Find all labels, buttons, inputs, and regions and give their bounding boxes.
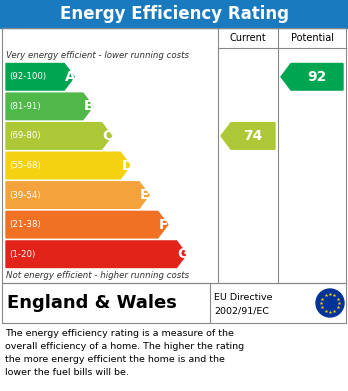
- Text: D: D: [121, 158, 133, 172]
- Text: F: F: [159, 218, 168, 231]
- Text: (81-91): (81-91): [9, 102, 41, 111]
- Circle shape: [316, 289, 344, 317]
- Text: (69-80): (69-80): [9, 131, 41, 140]
- Text: (1-20): (1-20): [9, 250, 35, 259]
- Text: (92-100): (92-100): [9, 72, 46, 81]
- Bar: [2, 28, 346, 283]
- Text: Potential: Potential: [291, 33, 333, 43]
- Bar: [0, 0, 348, 28]
- Bar: [2, 283, 346, 323]
- Text: Not energy efficient - higher running costs: Not energy efficient - higher running co…: [6, 271, 189, 280]
- Text: Very energy efficient - lower running costs: Very energy efficient - lower running co…: [6, 50, 189, 59]
- Text: 92: 92: [307, 70, 327, 84]
- Polygon shape: [6, 152, 130, 179]
- Text: 2002/91/EC: 2002/91/EC: [214, 307, 269, 316]
- Polygon shape: [6, 123, 112, 149]
- Text: (39-54): (39-54): [9, 190, 41, 199]
- Text: A: A: [65, 70, 76, 84]
- Text: (55-68): (55-68): [9, 161, 41, 170]
- Text: B: B: [84, 99, 95, 113]
- Text: 74: 74: [243, 129, 263, 143]
- Text: The energy efficiency rating is a measure of the
overall efficiency of a home. T: The energy efficiency rating is a measur…: [5, 329, 244, 377]
- Text: England & Wales: England & Wales: [7, 294, 177, 312]
- Polygon shape: [281, 63, 343, 90]
- Text: (21-38): (21-38): [9, 220, 41, 229]
- Polygon shape: [6, 93, 93, 120]
- Text: EU Directive: EU Directive: [214, 292, 272, 301]
- Text: G: G: [177, 247, 189, 261]
- Polygon shape: [6, 63, 74, 90]
- Text: Current: Current: [230, 33, 266, 43]
- Text: C: C: [103, 129, 113, 143]
- Text: E: E: [140, 188, 150, 202]
- Polygon shape: [6, 182, 149, 208]
- Text: Energy Efficiency Rating: Energy Efficiency Rating: [60, 5, 288, 23]
- Polygon shape: [221, 123, 275, 149]
- Polygon shape: [6, 212, 168, 238]
- Polygon shape: [6, 241, 187, 267]
